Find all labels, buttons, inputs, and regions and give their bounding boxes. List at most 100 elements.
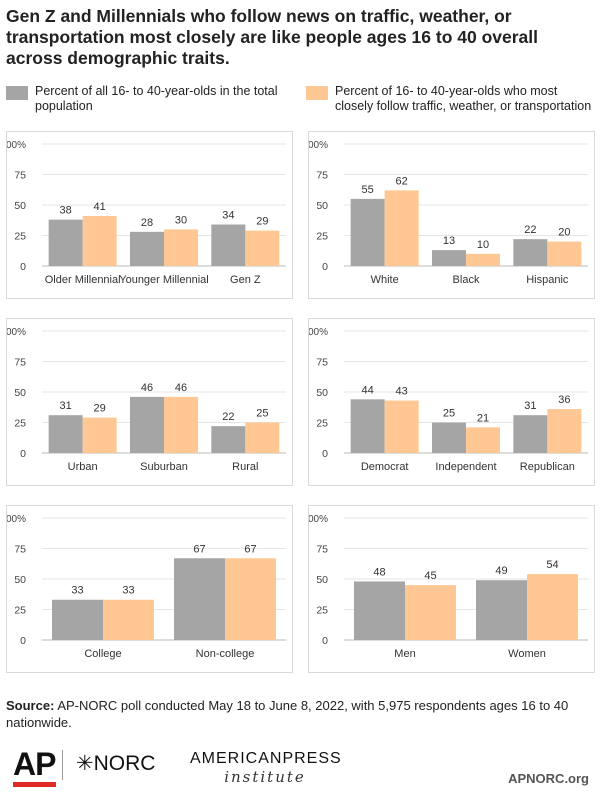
chart-title: Gen Z and Millennials who follow news on… [6,6,539,68]
y-tick-label: 25 [316,418,328,430]
bar [130,231,164,266]
bar [350,399,385,453]
y-tick-label: 25 [14,231,26,243]
x-tick-label: Black [453,274,480,286]
bar [48,219,83,266]
y-tick-label: 25 [316,231,328,243]
y-tick-label: 100% [309,327,328,338]
y-tick-label: 0 [322,635,328,647]
data-label: 55 [362,184,374,196]
y-tick-label: 50 [14,574,26,586]
norc-logo: ✳NORC [76,751,155,776]
data-label: 34 [222,210,234,222]
y-tick-label: 50 [316,200,328,212]
bar [225,558,276,640]
chart-svg-1: 0 25 50 75 100% 38 41 Older Millennial 28 30 Young… [7,140,286,286]
legend-label-1: Percent of all 16- to 40-year-olds in th… [35,84,278,113]
data-label: 67 [193,543,205,555]
chart-svg-2: 0 25 50 75 100% 55 62 White 13 10 Black 22 20 Hispani… [309,140,588,286]
y-tick-label: 50 [316,387,328,399]
bar [52,599,103,640]
data-label: 20 [558,227,570,239]
bar [405,585,456,640]
bar [527,574,578,640]
y-tick-label: 100% [309,514,328,525]
y-tick-label: 0 [322,448,328,460]
source-text: AP-NORC poll conducted May 18 to June 8,… [6,698,569,730]
y-tick-label: 100% [7,140,26,151]
chart-panel-2: 0 25 50 75 100% 55 62 White 13 10 Black 22 20 Hispani… [308,131,595,299]
chart-panel-4: 0 25 50 75 100% 44 43 Democrat 25 21 Independent 31… [308,318,595,486]
legend-swatch-2 [306,86,328,100]
y-tick-label: 75 [316,357,328,369]
y-tick-label: 25 [316,605,328,617]
y-tick-label: 75 [316,544,328,556]
bar [174,558,225,640]
data-label: 62 [396,175,408,187]
chart-svg-4: 0 25 50 75 100% 44 43 Democrat 25 21 Independent 31… [309,327,588,473]
bar [547,409,582,453]
data-label: 21 [477,412,489,424]
y-tick-label: 50 [14,387,26,399]
y-tick-label: 100% [7,327,26,338]
api-logo-line1: AMERICANPRESS [190,750,342,767]
data-label: 48 [373,566,385,578]
ap-logo: AP [13,746,56,787]
y-tick-label: 100% [309,140,328,151]
data-label: 46 [175,382,187,394]
data-label: 33 [71,585,83,597]
bar [245,230,280,266]
ap-logo-bar [13,782,56,787]
data-label: 36 [558,394,570,406]
bar [245,422,280,453]
logo-divider [62,750,63,780]
data-label: 31 [60,400,72,412]
bar [82,215,117,266]
x-tick-label: Men [394,648,415,660]
source-label: Source: [6,698,55,713]
bar [211,426,246,453]
y-tick-label: 75 [14,357,26,369]
data-label: 22 [222,411,234,423]
chart-panel-1: 0 25 50 75 100% 38 41 Older Millennial 28 30 Young… [6,131,293,299]
data-label: 22 [524,224,536,236]
y-tick-label: 50 [316,574,328,586]
bar [384,400,419,453]
chart-panel-3: 0 25 50 75 100% 31 29 Urban 46 46 Suburban 22 25 Rura… [6,318,293,486]
source-note: Source: AP-NORC poll conducted May 18 to… [6,697,596,731]
x-tick-label: Hispanic [526,274,569,286]
data-label: 54 [546,559,558,571]
chart-panel-5: 0 25 50 75 100% 33 33 College 67 67 Non-college [6,505,293,673]
chart-panel-6: 0 25 50 75 100% 48 45 Men 49 54 Women [308,505,595,673]
y-tick-label: 75 [316,170,328,182]
x-tick-label: Urban [68,461,98,473]
y-tick-label: 50 [14,200,26,212]
x-tick-label: Younger Millennial [119,274,209,286]
bar [354,581,405,640]
bar [164,396,198,453]
bar [432,250,466,266]
bar [384,190,419,266]
api-logo: AMERICANPRESS institute [190,750,342,786]
legend-label-2: Percent of 16- to 40-year-olds who most … [335,84,592,113]
y-tick-label: 0 [322,261,328,273]
x-tick-label: Democrat [361,461,409,473]
y-tick-label: 0 [20,261,26,273]
y-tick-label: 25 [14,418,26,430]
data-label: 29 [256,216,268,228]
bar [82,417,117,453]
data-label: 29 [94,403,106,415]
data-label: 41 [94,201,106,213]
bar [466,427,500,453]
x-tick-label: Rural [232,461,258,473]
bar [476,580,527,640]
data-label: 30 [175,214,187,226]
x-tick-label: White [371,274,399,286]
bar [432,422,466,453]
bar [164,229,198,266]
x-tick-label: College [84,648,121,660]
x-tick-label: Non-college [196,648,255,660]
bar [48,415,83,453]
bar [466,253,500,266]
data-label: 45 [424,570,436,582]
